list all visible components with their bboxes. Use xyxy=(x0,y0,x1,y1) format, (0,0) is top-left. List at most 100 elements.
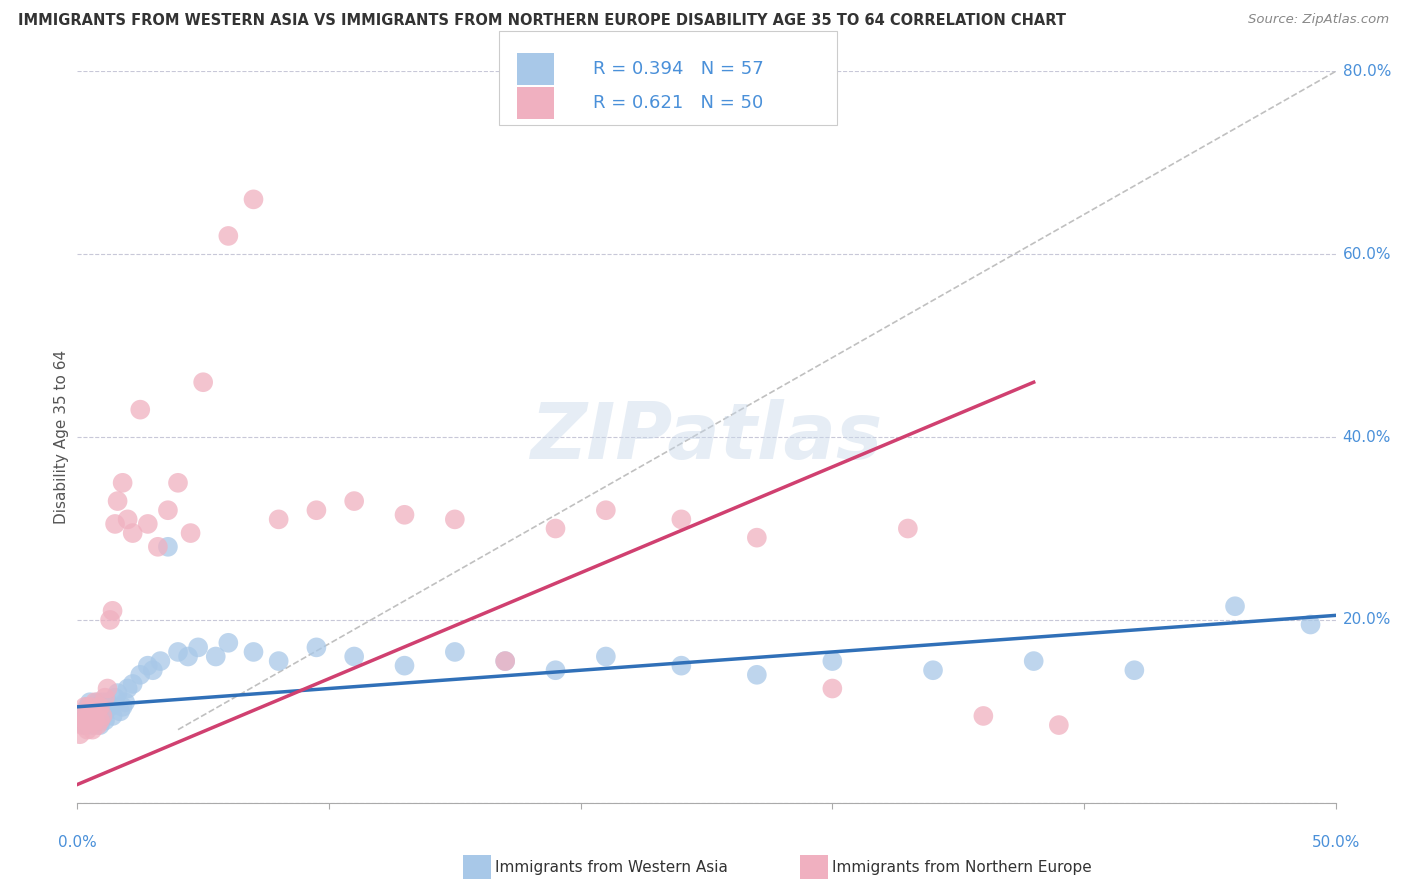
Point xyxy=(82,705,104,719)
Point xyxy=(84,714,107,728)
Point xyxy=(394,658,416,673)
Point xyxy=(595,503,617,517)
Point xyxy=(1223,599,1246,614)
Point xyxy=(107,686,129,700)
Point xyxy=(79,695,101,709)
Point xyxy=(821,654,844,668)
Point xyxy=(595,649,617,664)
Point xyxy=(104,516,127,531)
Point xyxy=(111,699,134,714)
Point xyxy=(267,654,290,668)
Point xyxy=(242,192,264,206)
Point xyxy=(98,613,121,627)
Point xyxy=(73,699,96,714)
Point xyxy=(76,699,98,714)
Point xyxy=(111,475,134,490)
Point xyxy=(305,640,328,655)
Point xyxy=(343,649,366,664)
Point xyxy=(72,718,94,732)
Point xyxy=(117,512,139,526)
Point xyxy=(89,705,111,719)
Point xyxy=(745,667,768,681)
Point xyxy=(82,723,104,737)
Point xyxy=(82,705,104,719)
Point xyxy=(180,526,202,541)
Point xyxy=(86,718,108,732)
Point xyxy=(114,695,136,709)
Point xyxy=(146,540,169,554)
Point xyxy=(73,705,96,719)
Point xyxy=(343,494,366,508)
Point xyxy=(76,709,98,723)
Point xyxy=(1022,654,1045,668)
Point xyxy=(142,663,165,677)
Point xyxy=(76,714,98,728)
Point xyxy=(107,494,129,508)
Point xyxy=(89,718,111,732)
Point xyxy=(121,677,143,691)
Point xyxy=(167,475,190,490)
Point xyxy=(79,709,101,723)
Text: IMMIGRANTS FROM WESTERN ASIA VS IMMIGRANTS FROM NORTHERN EUROPE DISABILITY AGE 3: IMMIGRANTS FROM WESTERN ASIA VS IMMIGRAN… xyxy=(18,13,1066,29)
Point xyxy=(305,503,328,517)
Point xyxy=(84,695,107,709)
Point xyxy=(91,695,114,709)
Point xyxy=(444,645,467,659)
Point xyxy=(73,718,96,732)
Point xyxy=(129,402,152,417)
Point xyxy=(79,699,101,714)
Point xyxy=(204,649,226,664)
Point xyxy=(121,526,143,541)
Point xyxy=(117,681,139,696)
Point xyxy=(91,709,114,723)
Point xyxy=(1299,617,1322,632)
Point xyxy=(671,512,693,526)
Point xyxy=(98,699,121,714)
Point xyxy=(167,645,190,659)
Point xyxy=(96,681,118,696)
Point xyxy=(191,376,215,390)
Text: 20.0%: 20.0% xyxy=(1343,613,1391,627)
Text: Source: ZipAtlas.com: Source: ZipAtlas.com xyxy=(1249,13,1389,27)
Point xyxy=(745,531,768,545)
Point xyxy=(96,695,118,709)
Point xyxy=(94,714,117,728)
Point xyxy=(84,709,107,723)
Point xyxy=(108,705,131,719)
Point xyxy=(76,723,98,737)
Point xyxy=(101,604,124,618)
Point xyxy=(73,714,96,728)
Point xyxy=(94,705,117,719)
Point xyxy=(972,709,994,723)
Point xyxy=(267,512,290,526)
Point xyxy=(136,516,159,531)
Point xyxy=(104,690,127,705)
Point xyxy=(217,228,239,243)
Point xyxy=(177,649,200,664)
Point xyxy=(136,658,159,673)
Point xyxy=(1123,663,1146,677)
Point xyxy=(217,636,239,650)
Text: 40.0%: 40.0% xyxy=(1343,430,1391,444)
Text: Immigrants from Western Asia: Immigrants from Western Asia xyxy=(495,860,728,874)
Point xyxy=(84,699,107,714)
Text: ZIPatlas: ZIPatlas xyxy=(530,399,883,475)
Point xyxy=(69,714,91,728)
Point xyxy=(444,512,467,526)
Point xyxy=(94,690,117,705)
Text: R = 0.621   N = 50: R = 0.621 N = 50 xyxy=(593,94,763,112)
Point xyxy=(671,658,693,673)
Point xyxy=(544,663,567,677)
Point xyxy=(89,714,111,728)
Text: Immigrants from Northern Europe: Immigrants from Northern Europe xyxy=(832,860,1092,874)
Point xyxy=(187,640,209,655)
Point xyxy=(394,508,416,522)
Point xyxy=(129,667,152,681)
Point xyxy=(79,714,101,728)
Point xyxy=(494,654,516,668)
Point xyxy=(156,503,179,517)
Point xyxy=(922,663,945,677)
Point xyxy=(86,705,108,719)
Point xyxy=(242,645,264,659)
Point xyxy=(544,521,567,535)
